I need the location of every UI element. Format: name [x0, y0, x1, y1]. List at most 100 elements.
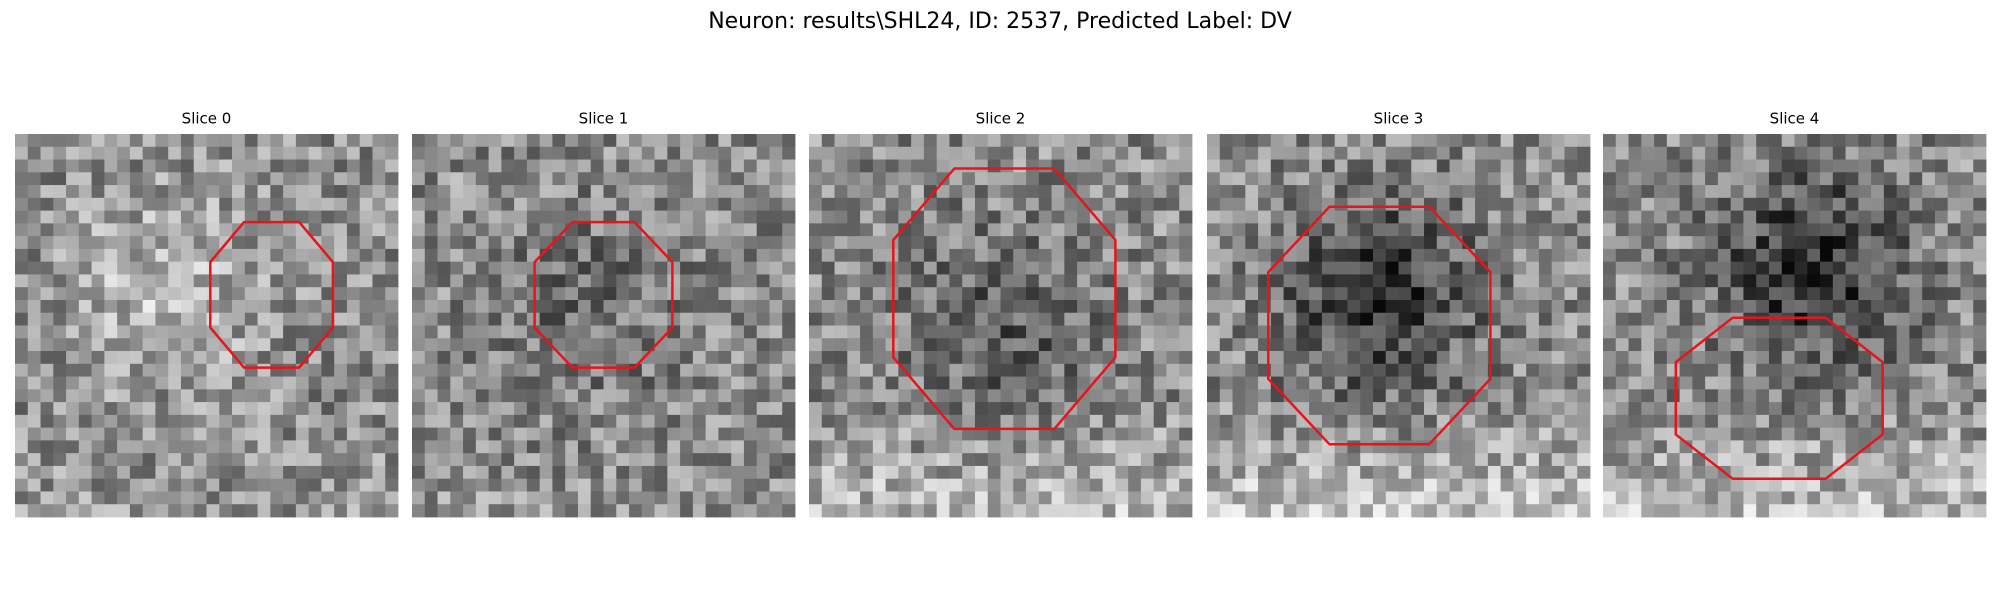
pixel [1309, 159, 1323, 173]
pixel [1436, 504, 1450, 518]
pixel [565, 414, 579, 429]
pixel [372, 465, 386, 480]
pixel [1679, 453, 1693, 467]
pixel [1756, 453, 1770, 467]
pixel [1449, 172, 1463, 186]
pixel [680, 338, 694, 352]
pixel [616, 478, 630, 492]
pixel [1513, 287, 1527, 301]
pixel [1153, 312, 1167, 326]
pixel [1321, 287, 1336, 301]
pixel [78, 389, 92, 403]
pixel [1258, 402, 1272, 416]
pixel [1475, 197, 1489, 211]
pixel [936, 134, 950, 148]
pixel [1641, 478, 1655, 492]
pixel [1283, 287, 1297, 301]
pixel [1564, 134, 1578, 148]
pixel [1347, 287, 1361, 301]
pixel [1449, 504, 1463, 518]
pixel [15, 440, 29, 454]
pixel [1026, 376, 1040, 390]
pixel [526, 389, 541, 403]
pixel [1013, 427, 1027, 441]
pixel [898, 376, 912, 390]
pixel [346, 312, 361, 326]
pixel [321, 134, 335, 148]
pixel [40, 504, 54, 518]
pixel [53, 351, 67, 365]
pixel [1487, 427, 1502, 441]
pixel [1743, 389, 1757, 403]
pixel [412, 465, 426, 480]
pixel [641, 465, 655, 480]
pixel [1385, 440, 1399, 454]
pixel [219, 389, 233, 403]
pixel [1768, 261, 1783, 275]
pixel [450, 504, 464, 518]
pixel [1641, 453, 1655, 467]
pixel [53, 440, 67, 454]
pixel [680, 236, 694, 250]
pixel [1436, 363, 1450, 377]
pixel [1064, 159, 1078, 173]
pixel [66, 299, 80, 314]
pixel [40, 236, 54, 250]
pixel [898, 414, 912, 429]
pixel [1883, 172, 1898, 186]
pixel [1832, 210, 1846, 224]
pixel [1283, 312, 1297, 326]
pixel [180, 389, 195, 403]
pixel [1372, 465, 1387, 480]
pixel [1309, 504, 1323, 518]
pixel [129, 363, 144, 377]
pixel [385, 440, 399, 454]
pixel [450, 389, 464, 403]
pixel [552, 261, 566, 275]
pixel [104, 414, 118, 429]
pixel [1538, 210, 1553, 224]
pixel [1947, 363, 1961, 377]
pixel [1692, 223, 1706, 237]
pixel [385, 504, 399, 518]
pixel [1372, 478, 1387, 492]
pixel [295, 504, 310, 518]
pixel [1077, 504, 1091, 518]
pixel [860, 465, 874, 480]
pixel [1871, 376, 1885, 390]
pixel [667, 223, 681, 237]
pixel [1947, 210, 1961, 224]
pixel [334, 325, 348, 339]
pixel [1577, 248, 1591, 263]
pixel [1538, 325, 1553, 339]
pixel [1896, 453, 1910, 467]
pixel [629, 465, 643, 480]
pixel [1051, 376, 1065, 390]
pixel [66, 363, 80, 377]
pixel [346, 185, 361, 199]
pixel [1909, 210, 1923, 224]
pixel [450, 146, 464, 160]
pixel [705, 478, 719, 492]
pixel [1615, 389, 1629, 403]
pixel [1207, 402, 1221, 416]
pixel [1526, 210, 1540, 224]
pixel [1140, 325, 1155, 339]
pixel [1526, 338, 1540, 352]
pixel [244, 146, 258, 160]
pixel [1064, 185, 1078, 199]
pixel [1487, 159, 1502, 173]
pixel [629, 491, 643, 505]
pixel [898, 427, 912, 441]
pixel [1934, 172, 1949, 186]
pixel [1654, 197, 1668, 211]
pixel [1296, 185, 1310, 199]
pixel [577, 223, 592, 237]
pixel [1807, 389, 1821, 403]
pixel [1321, 172, 1336, 186]
pixel [1219, 389, 1233, 403]
pixel [743, 146, 758, 160]
pixel [577, 389, 592, 403]
pixel [117, 504, 131, 518]
pixel [743, 440, 758, 454]
